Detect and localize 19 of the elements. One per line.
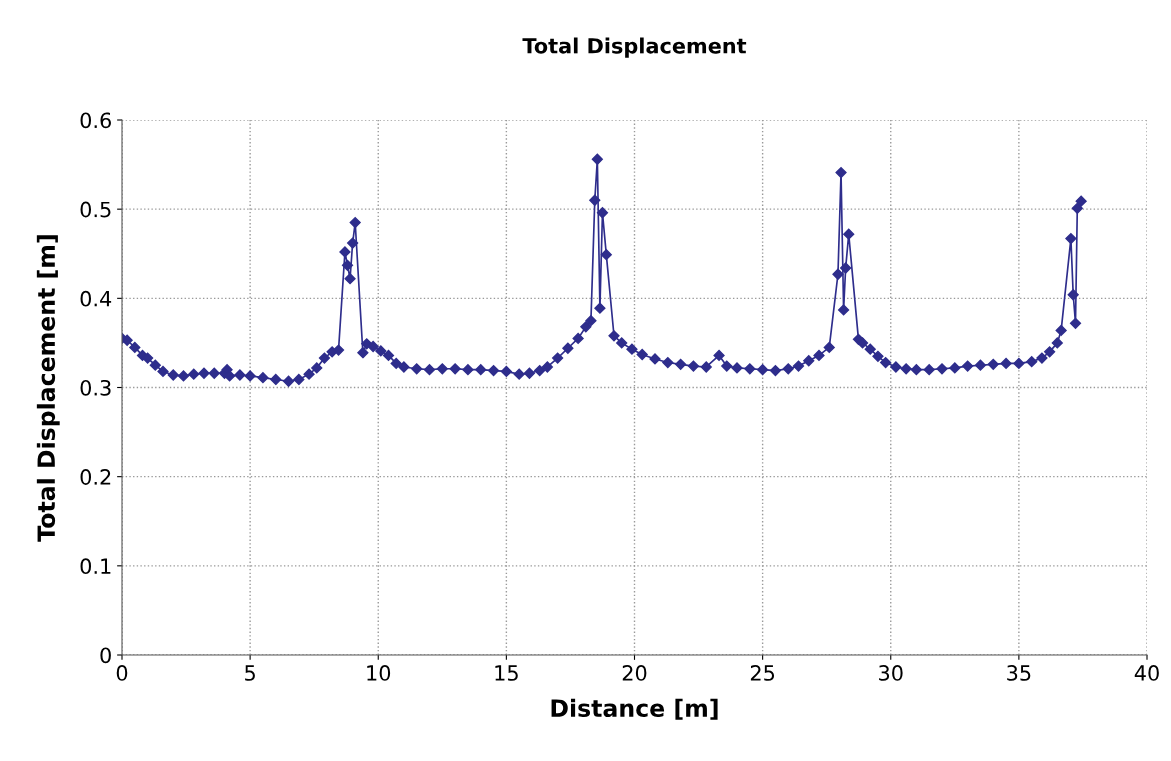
y-axis-title: Total Displacement [m] [36, 235, 60, 542]
y-tick-label: 0.5 [80, 201, 111, 218]
x-tick-label: 35 [1007, 665, 1031, 681]
x-tick-label: 10 [367, 665, 391, 681]
x-tick-label: 25 [750, 665, 775, 681]
x-tick-label: 0 [116, 665, 128, 681]
chart-title: Total Displacement [522, 37, 747, 58]
x-tick-label: 20 [622, 665, 647, 681]
x-tick-label: 15 [495, 665, 518, 681]
y-tick-label: 0 [100, 647, 111, 664]
y-tick-label: 0.3 [80, 379, 111, 396]
y-tick-label: 0.4 [80, 290, 112, 307]
y-tick-label: 0.1 [80, 558, 111, 575]
x-tick-label: 30 [879, 665, 903, 681]
y-tick-label: 0.2 [80, 469, 111, 485]
x-tick-label: 5 [245, 665, 255, 681]
x-axis-title: Distance [m] [551, 698, 718, 720]
x-tick-label: 40 [1134, 665, 1159, 681]
y-tick-label: 0.6 [80, 112, 111, 129]
